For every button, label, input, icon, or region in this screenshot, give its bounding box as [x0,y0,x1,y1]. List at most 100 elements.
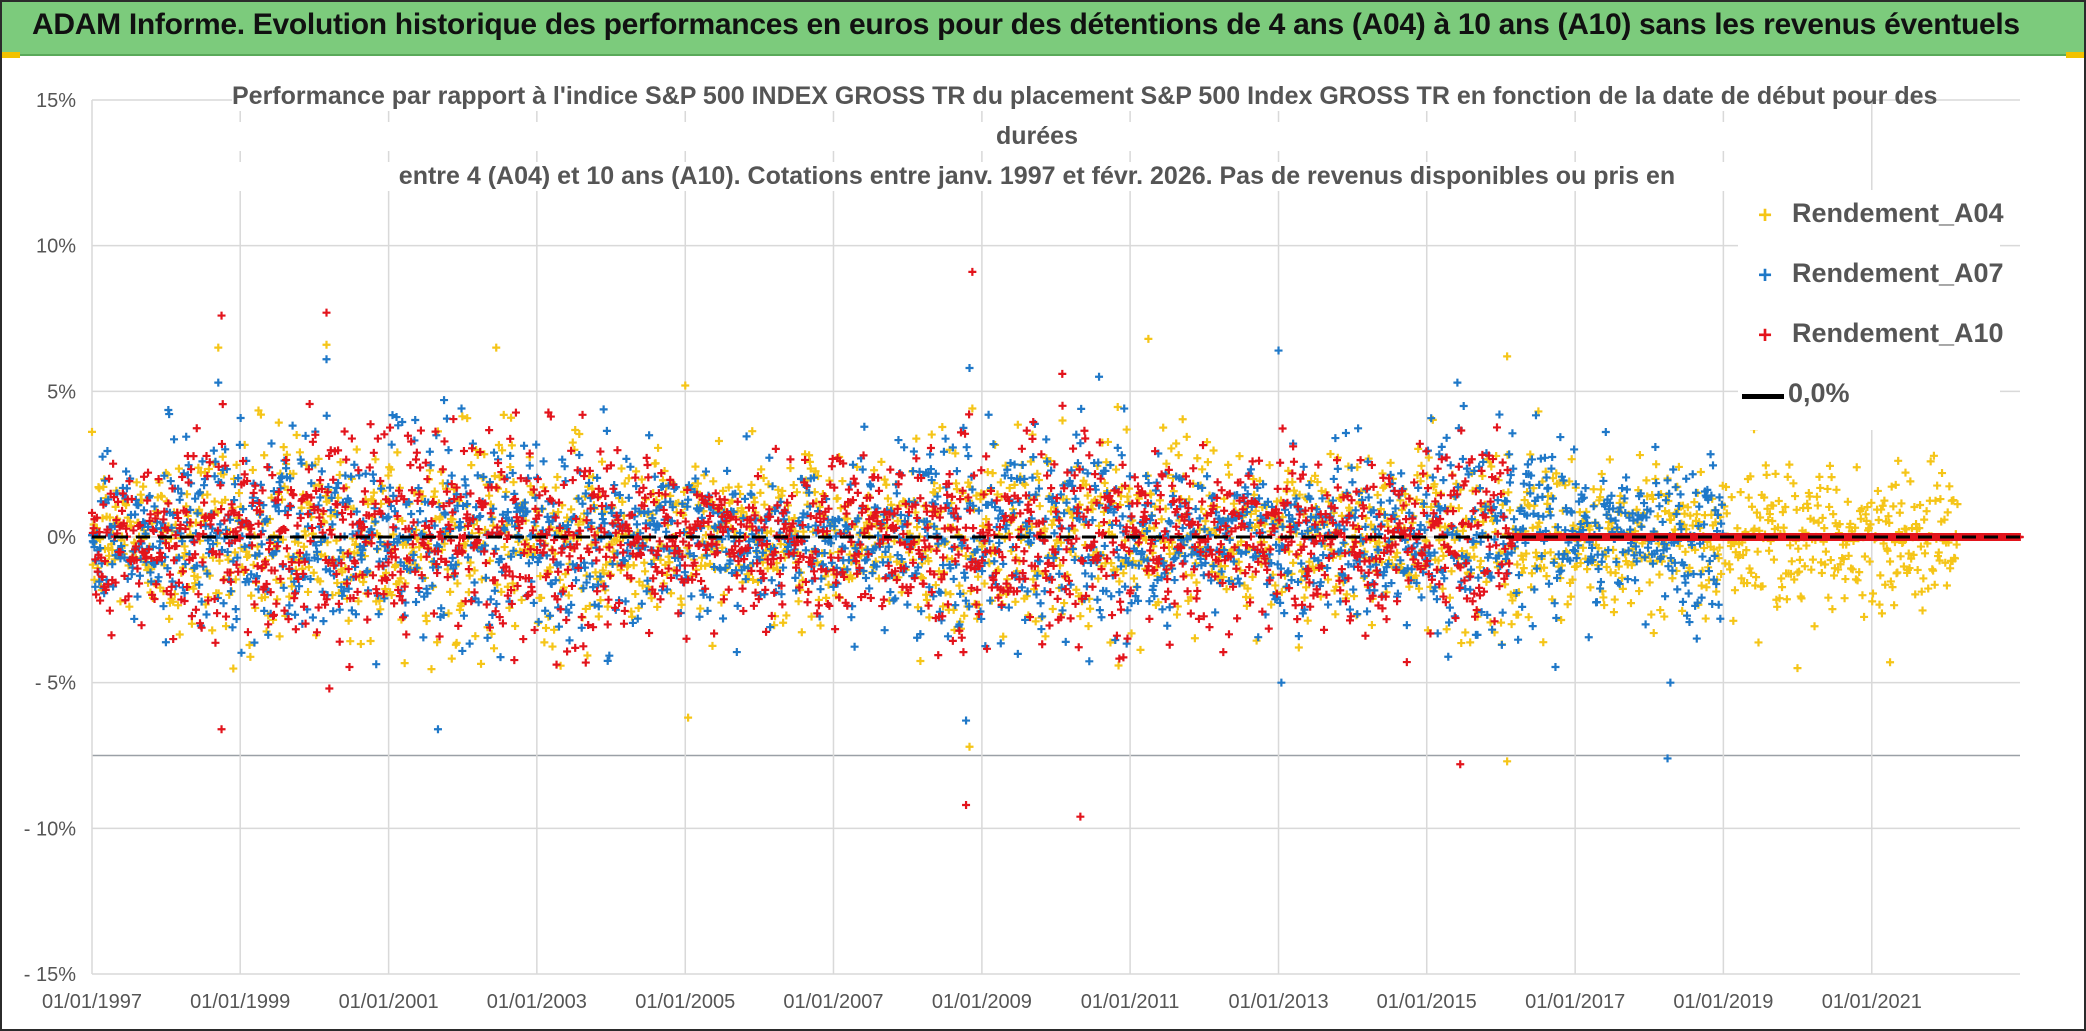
point-rendement_a10 [325,451,334,460]
point-rendement_a07 [1466,585,1475,594]
point-rendement_a10 [243,628,252,637]
point-rendement_a04 [1476,556,1485,565]
point-rendement_a04 [1326,449,1335,458]
point-rendement_a04 [924,557,933,566]
point-rendement_a10 [308,524,317,533]
point-rendement_a07 [285,601,294,610]
point-rendement_a04 [1635,587,1644,596]
point-rendement_a04 [1867,498,1876,507]
point-rendement_a04 [279,443,288,452]
point-rendement_a04 [1029,575,1038,584]
point-rendement_a10 [413,496,422,505]
point-rendement_a04 [550,625,559,634]
point-rendement_a10 [296,513,305,522]
point-rendement_a04 [952,485,961,494]
point-rendement_a10 [234,567,243,576]
point-rendement_a07 [1442,433,1451,442]
point-rendement_a07 [590,600,599,609]
point-rendement_a04 [1702,583,1711,592]
point-rendement_a04 [386,465,395,474]
point-rendement_a07 [322,411,331,420]
point-rendement_a04 [1602,562,1611,571]
point-rendement_a04 [1099,507,1108,516]
point-rendement_a04 [1040,524,1049,533]
point-rendement_a07 [1150,592,1159,601]
point-rendement_a10 [565,552,574,561]
point-rendement_a04 [497,587,506,596]
point-rendement_a04 [1527,569,1536,578]
point-rendement_a04 [351,540,360,549]
point-rendement_a07 [133,592,142,601]
point-rendement_a07 [1544,483,1553,492]
point-rendement_a07 [1668,566,1677,575]
point-rendement_a04 [591,568,600,577]
point-rendement_a04 [384,471,393,480]
point-rendement_a10 [139,472,148,481]
point-rendement_a04 [509,478,518,487]
point-rendement_a07 [1038,612,1047,621]
point-rendement_a07 [235,440,244,449]
point-rendement_a07 [1613,523,1622,532]
point-rendement_a07 [1508,429,1517,438]
point-rendement_a04 [1821,547,1830,556]
point-rendement_a10 [511,495,520,504]
point-rendement_a04-extreme [214,343,223,352]
point-rendement_a04 [618,497,627,506]
point-rendement_a04 [779,618,788,627]
point-rendement_a04 [125,602,134,611]
point-rendement_a07 [1581,484,1590,493]
point-rendement_a10 [219,576,228,585]
point-rendement_a04 [1736,488,1745,497]
point-rendement_a04 [1896,552,1905,561]
point-rendement_a04 [1127,629,1136,638]
point-rendement_a10 [137,621,146,630]
point-rendement_a07 [1505,478,1514,487]
point-rendement_a04 [935,567,944,576]
point-rendement_a04 [972,491,981,500]
point-rendement_a10 [412,448,421,457]
point-rendement_a07 [1599,476,1608,485]
x-tick-label: 01/01/2007 [783,991,883,1013]
point-rendement_a07 [1010,460,1019,469]
point-rendement_a07 [481,573,490,582]
point-rendement_a10 [354,466,363,475]
point-rendement_a04 [792,488,801,497]
point-rendement_a07 [1417,593,1426,602]
point-rendement_a04 [1712,587,1721,596]
point-rendement_a04 [494,441,503,450]
point-rendement_a04 [1745,564,1754,573]
point-rendement_a07 [964,452,973,461]
point-rendement_a04 [1172,439,1181,448]
point-rendement_a04 [387,590,396,599]
point-rendement_a04 [344,616,353,625]
point-rendement_a07 [765,453,774,462]
point-rendement_a07 [951,601,960,610]
point-rendement_a04 [662,570,671,579]
point-rendement_a10 [268,471,277,480]
point-rendement_a10 [506,434,515,443]
point-rendement_a04 [1852,463,1861,472]
point-rendement_a04 [208,626,217,635]
point-rendement_a07-extreme [1666,678,1675,687]
point-rendement_a07 [1170,576,1179,585]
y-tick-label: 5% [47,381,76,403]
point-rendement_a04 [1507,620,1516,629]
point-rendement_a07 [835,516,844,525]
point-rendement_a04 [882,480,891,489]
point-rendement_a07 [662,527,671,536]
point-rendement_a04 [1122,425,1131,434]
point-rendement_a07 [1445,618,1454,627]
point-rendement_a07-extreme [965,364,974,373]
point-rendement_a04 [620,479,629,488]
point-rendement_a07 [416,507,425,516]
point-rendement_a04 [1102,458,1111,467]
point-rendement_a04 [759,474,768,483]
point-rendement_a07 [350,460,359,469]
point-rendement_a07 [936,588,945,597]
point-rendement_a04 [1876,571,1885,580]
point-rendement_a04 [1235,452,1244,461]
point-rendement_a07 [628,618,637,627]
point-rendement_a04 [1818,513,1827,522]
scatter-chart: 15%10%5%0%- 5%- 10%- 15%01/01/1997 01/01/… [24,90,2024,1013]
